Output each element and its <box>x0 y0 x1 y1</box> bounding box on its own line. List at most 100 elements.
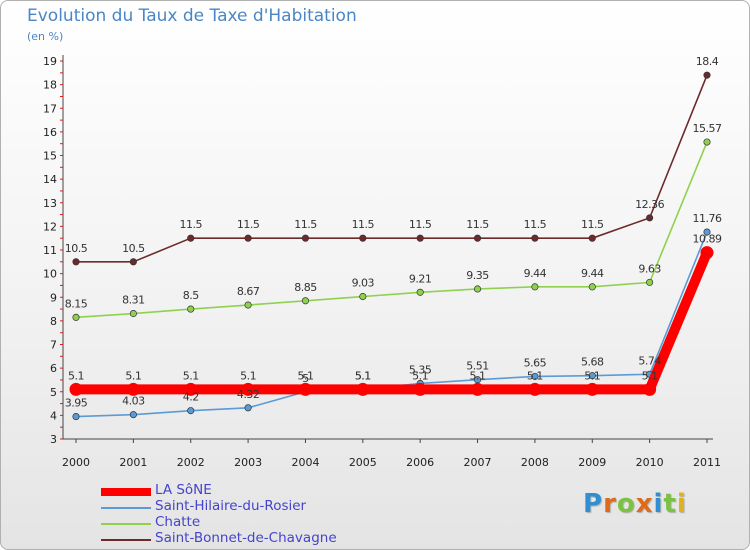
data-label: 5.74 <box>638 354 661 367</box>
data-point <box>703 138 711 146</box>
data-point <box>72 313 80 321</box>
data-point <box>301 297 310 305</box>
data-point <box>528 382 542 396</box>
data-label: 11.5 <box>237 218 260 231</box>
proxiti-logo: Proxiti <box>583 489 687 519</box>
x-tick-label: 2011 <box>693 456 721 469</box>
data-point <box>531 372 539 380</box>
y-tick-label: 15 <box>43 150 57 163</box>
y-tick-label: 17 <box>43 102 57 115</box>
x-tick-label: 2005 <box>349 456 377 469</box>
legend-swatch-chatte <box>101 523 151 525</box>
data-point <box>126 382 140 396</box>
data-point <box>241 382 255 396</box>
y-tick-label: 7 <box>50 339 57 352</box>
x-tick-label: 2009 <box>578 456 606 469</box>
data-label: 11.5 <box>179 218 202 231</box>
data-label: 5.1 <box>297 369 313 382</box>
data-label: 9.44 <box>524 267 547 280</box>
y-tick-label: 13 <box>43 197 57 210</box>
data-label: 9.63 <box>638 262 661 275</box>
data-label: 3.95 <box>65 397 88 410</box>
data-point <box>301 234 310 242</box>
y-tick-label: 6 <box>50 362 57 375</box>
data-point <box>585 382 599 396</box>
y-tick-label: 18 <box>43 79 57 92</box>
data-label: 5.1 <box>183 369 199 382</box>
data-point <box>244 404 252 412</box>
data-label: 5.68 <box>581 356 604 369</box>
data-label: 5.1 <box>355 369 371 382</box>
data-label: 10.5 <box>122 242 145 255</box>
data-label: 5.1 <box>355 369 371 382</box>
data-point <box>588 372 596 380</box>
data-point <box>69 382 83 396</box>
data-label: 4.32 <box>237 388 260 401</box>
data-label: 5.1 <box>125 369 141 382</box>
data-label: 9.21 <box>409 272 432 285</box>
data-label: 11.76 <box>693 212 722 225</box>
data-point <box>646 278 654 286</box>
data-point <box>184 382 198 396</box>
data-point <box>700 246 714 260</box>
logo-letter: i <box>676 489 687 519</box>
data-point <box>473 285 482 293</box>
data-point <box>356 382 370 396</box>
data-point <box>416 234 424 242</box>
series-line <box>71 247 712 395</box>
data-label: 8.67 <box>237 285 260 298</box>
y-tick-label: 8 <box>50 315 57 328</box>
data-label: 11.5 <box>409 218 432 231</box>
data-label: 8.5 <box>183 289 199 302</box>
x-tick-label: 2003 <box>234 456 262 469</box>
x-tick-label: 2002 <box>177 456 205 469</box>
data-label: 9.44 <box>581 267 604 280</box>
data-label: 8.85 <box>294 281 317 294</box>
data-point <box>244 234 252 242</box>
data-point <box>244 301 252 309</box>
data-point <box>588 283 596 291</box>
data-point <box>129 310 137 318</box>
data-label: 11.5 <box>524 218 547 231</box>
x-tick-label: 2010 <box>636 456 664 469</box>
logo-letter: x <box>635 489 654 519</box>
y-tick-label: 19 <box>43 55 57 68</box>
data-point <box>531 234 539 242</box>
data-label: 10.5 <box>65 242 88 255</box>
series-line <box>75 141 708 319</box>
data-label: 5.1 <box>68 369 84 382</box>
data-label: 5.1 <box>584 369 600 382</box>
chart-subtitle: (en %) <box>27 30 64 43</box>
series-line <box>75 74 708 263</box>
data-point <box>703 71 711 79</box>
legend-swatch-saint-bonnet <box>101 539 151 541</box>
x-tick-label: 2001 <box>119 456 147 469</box>
data-point <box>72 413 80 421</box>
legend-label-saint-bonnet: Saint-Bonnet-de-Chavagne <box>155 530 337 546</box>
y-tick-label: 4 <box>50 409 57 422</box>
logo-letter: o <box>616 489 636 519</box>
x-tick-label: 2006 <box>406 456 434 469</box>
y-tick-label: 11 <box>43 244 57 257</box>
logo-letter: i <box>653 489 664 519</box>
y-tick-label: 12 <box>43 220 57 233</box>
data-point <box>187 305 195 313</box>
data-point <box>643 382 657 396</box>
data-point <box>588 234 596 242</box>
data-point <box>187 407 195 415</box>
data-label: 5.1 <box>642 369 658 382</box>
data-label: 5.1 <box>412 369 428 382</box>
data-label: 9.35 <box>466 269 489 282</box>
data-label: 18.4 <box>696 55 719 68</box>
data-label: 8.31 <box>122 294 145 307</box>
data-label: 11.5 <box>352 218 375 231</box>
logo-letter: t <box>663 489 677 519</box>
y-tick-label: 3 <box>50 433 57 446</box>
y-tick-label: 16 <box>43 126 57 139</box>
data-point <box>72 258 80 266</box>
logo-letter: r <box>603 489 617 519</box>
data-point <box>416 288 424 296</box>
legend-swatch-saint-hilaire <box>101 507 151 509</box>
data-point <box>298 382 312 396</box>
